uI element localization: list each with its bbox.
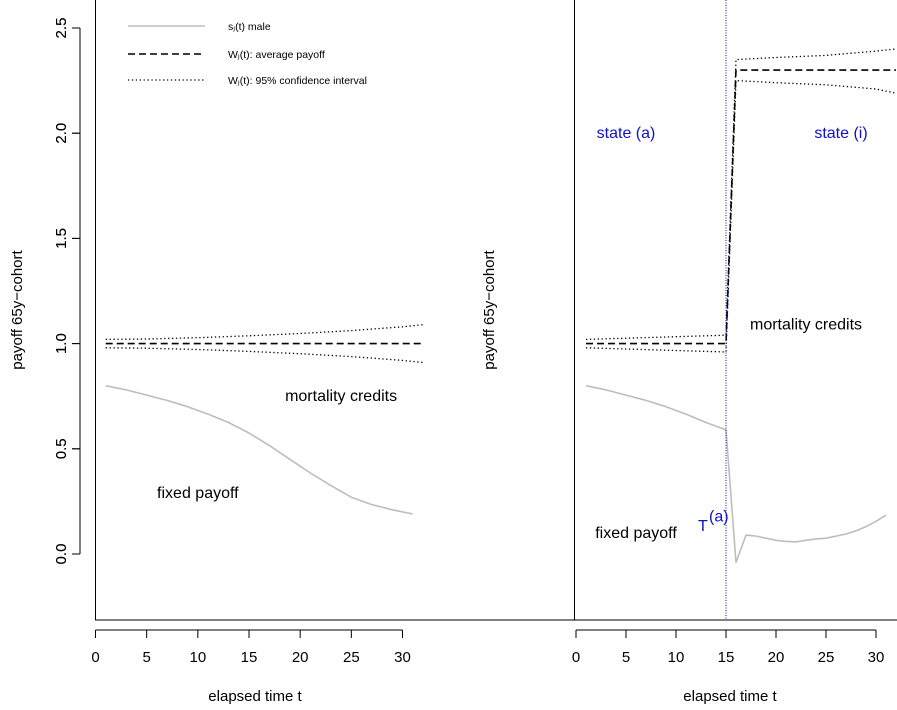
x-tick-label: 0 [91,649,99,666]
x-tick-label: 20 [768,649,785,666]
y-tick-label: 1.0 [53,333,70,354]
x-tick-label: 30 [868,649,885,666]
series-line-dotted [586,49,896,339]
y-axis-label: payoff 65y−cohort [481,249,498,369]
series-line-dotted [106,348,423,363]
series-line-dashed [586,70,896,344]
x-tick-label: 20 [292,649,309,666]
annotation: state (i) [814,125,867,142]
event-label: T [698,518,708,535]
annotation: mortality credits [750,317,862,334]
legend-label: Wⱼ(t): 95% confidence interval [228,75,367,87]
annotation: fixed payoff [595,525,677,542]
y-tick-label: 0.5 [53,438,70,459]
x-tick-label: 25 [818,649,835,666]
x-tick-label: 10 [668,649,685,666]
y-tick-label: 1.5 [53,228,70,249]
x-tick-label: 10 [189,649,206,666]
panel-left: 0.0 0.5 1.0 1.5 2.0 2.5 payoff 65y−cohort 0 5 10 1… [9,0,897,705]
x-tick-label: 5 [142,649,150,666]
legend-label: Wⱼ(t): average payoff [228,49,325,61]
x-tick-label: 25 [343,649,360,666]
panel-right: 0.0 0.5 1.0 1.5 2.0 2.5 payoff 65y−cohort 0 5 10 1… [53,0,897,705]
annotation: mortality credits [285,388,397,405]
x-tick-label: 5 [622,649,630,666]
y-axis-label: payoff 65y−cohort [9,249,26,369]
x-tick-label: 0 [572,649,580,666]
legend: sⱼ(t) male Wⱼ(t): average payoff Wⱼ(t): 95… [128,21,367,87]
series-line-dotted [586,81,896,352]
series-line-dotted [106,325,423,340]
x-tick-label: 15 [718,649,735,666]
series-group [106,325,423,514]
y-tick-label: 2.0 [53,123,70,144]
event-label-superscript: (a) [709,508,729,525]
x-axis-label: elapsed time t [208,688,302,705]
annotation: state (a) [597,125,656,142]
y-tick-label: 2.5 [53,18,70,39]
x-tick-label: 30 [394,649,411,666]
annotation: fixed payoff [157,485,239,502]
x-tick-label: 15 [241,649,258,666]
y-tick-label: 0.0 [53,544,70,565]
x-axis-label: elapsed time t [683,688,777,705]
legend-label: sⱼ(t) male [228,21,271,33]
